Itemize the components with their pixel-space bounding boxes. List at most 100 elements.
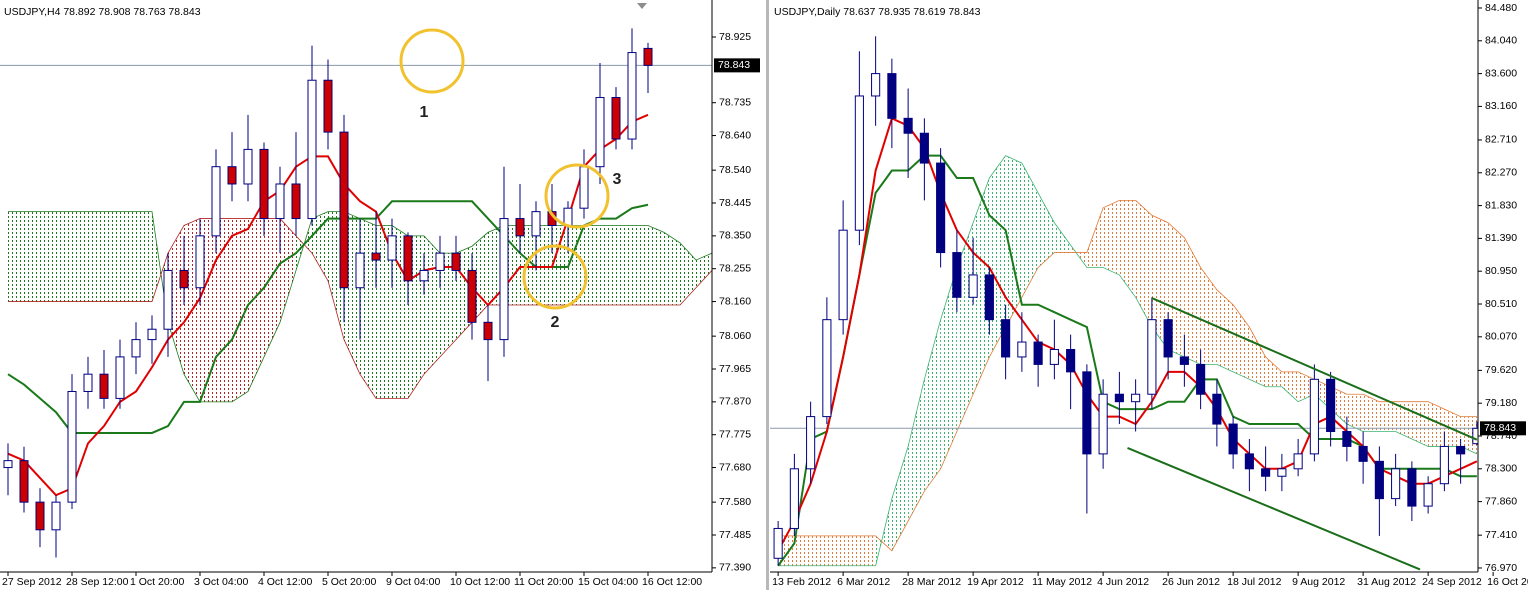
candle-body [1131, 393, 1141, 403]
chart-title: USDJPY,H4 78.892 78.908 78.763 78.843 [4, 6, 201, 18]
panel-separator [766, 0, 769, 590]
x-tick-label: 10 Oct 12:00 [450, 576, 510, 588]
candle-body [1033, 341, 1043, 365]
candle-body [822, 319, 832, 418]
cloud-segment [664, 232, 680, 306]
cloud-segment [104, 211, 120, 302]
candle-body [595, 97, 605, 168]
cloud-segment [908, 379, 925, 521]
candle-body [887, 73, 897, 119]
candle-body [1179, 356, 1189, 365]
candle-body [243, 148, 253, 185]
y-tick-label: 80.950 [1485, 265, 1517, 277]
candle-body [291, 183, 301, 220]
highlight-circle [399, 28, 465, 94]
cloud-segment [536, 225, 552, 306]
candle-body [467, 269, 477, 323]
cloud-segment [680, 242, 696, 306]
plot-area [770, 36, 1478, 571]
candle-body [1114, 393, 1124, 403]
y-tick-label: 78.160 [719, 295, 751, 307]
y-tick-label: 77.860 [1485, 495, 1517, 507]
y-tick-label: 80.510 [1485, 298, 1517, 310]
cloud-segment [360, 218, 376, 399]
highlight-circle [522, 244, 588, 310]
candle-body [531, 211, 541, 237]
candle-body [903, 117, 913, 134]
last-price-box [1480, 421, 1526, 436]
cloud-segment [696, 253, 712, 288]
cloud-segment [152, 211, 168, 323]
candle-body [147, 328, 157, 341]
cloud-segment [1363, 394, 1380, 432]
trendline [1127, 446, 1421, 571]
x-tick-label: 19 Apr 2012 [967, 576, 1024, 588]
cloud-segment [1086, 207, 1104, 268]
candle-body [1212, 393, 1222, 425]
y-tick-label: 80.070 [1485, 331, 1517, 343]
x-tick-label: 28 Mar 2012 [902, 576, 961, 588]
y-tick-label: 81.830 [1485, 199, 1517, 211]
y-tick-label: 77.775 [719, 428, 751, 440]
indicator-line [7, 113, 649, 497]
x-tick-label: 16 Oct 12:00 [642, 576, 702, 588]
y-tick-label: 77.390 [719, 562, 751, 574]
y-tick-label: 77.410 [1485, 529, 1517, 541]
x-tick-label: 26 Jun 2012 [1162, 576, 1220, 588]
cloud-segment [810, 535, 827, 566]
candle-body [806, 416, 816, 470]
candle-body [871, 73, 881, 97]
cloud-segment [1265, 356, 1282, 387]
cloud-segment [600, 225, 616, 306]
cloud-segment [1135, 200, 1152, 328]
cloud-segment [891, 446, 909, 551]
cloud-segment [248, 218, 264, 392]
cloud-span-b [8, 218, 712, 399]
cloud-segment [216, 218, 232, 402]
cloud-segment [280, 218, 296, 323]
candle-body [627, 52, 637, 140]
candle-body [227, 166, 237, 185]
cloud-segment [1444, 409, 1461, 447]
candle-body [1082, 371, 1092, 455]
candle-body [984, 274, 994, 321]
cloud-segment [168, 225, 184, 375]
candle-body [435, 252, 445, 271]
cloud-segment [120, 211, 136, 302]
x-tick-label: 9 Aug 2012 [1292, 576, 1345, 588]
cloud-segment [376, 225, 392, 399]
candle-body [1407, 468, 1417, 507]
candle-body [1066, 348, 1076, 373]
y-tick-label: 83.160 [1485, 100, 1517, 112]
cloud-segment [136, 211, 152, 302]
candle-body [115, 356, 125, 399]
cloud-segment [973, 177, 990, 395]
candle-body [643, 47, 653, 66]
x-tick-label: 18 Jul 2012 [1227, 576, 1281, 588]
candle-body [854, 95, 864, 231]
candle-body [936, 162, 946, 254]
cloud-segment [632, 225, 648, 306]
cloud-segment [312, 211, 328, 281]
cloud-segment [72, 211, 88, 302]
candle-body [1309, 378, 1319, 455]
candle-body [515, 218, 525, 237]
candle-body [579, 166, 589, 209]
x-tick-label: 9 Oct 04:00 [386, 576, 440, 588]
x-tick-label: 27 Sep 2012 [2, 576, 62, 588]
candle-body [1098, 393, 1108, 455]
candle-body [451, 252, 461, 271]
y-tick-label: 76.970 [1485, 562, 1517, 574]
candle-body [259, 148, 269, 220]
cloud-segment [859, 535, 876, 566]
candle-body [1358, 445, 1368, 462]
candle-body [952, 252, 962, 298]
x-tick-label: 5 Oct 20:00 [322, 576, 376, 588]
cloud-segment [1233, 304, 1250, 380]
x-tick-label: 4 Oct 12:00 [258, 576, 312, 588]
candle-body [1163, 319, 1173, 358]
candle-body [307, 79, 317, 220]
cloud-segment [264, 218, 280, 357]
candle-body [3, 460, 13, 469]
